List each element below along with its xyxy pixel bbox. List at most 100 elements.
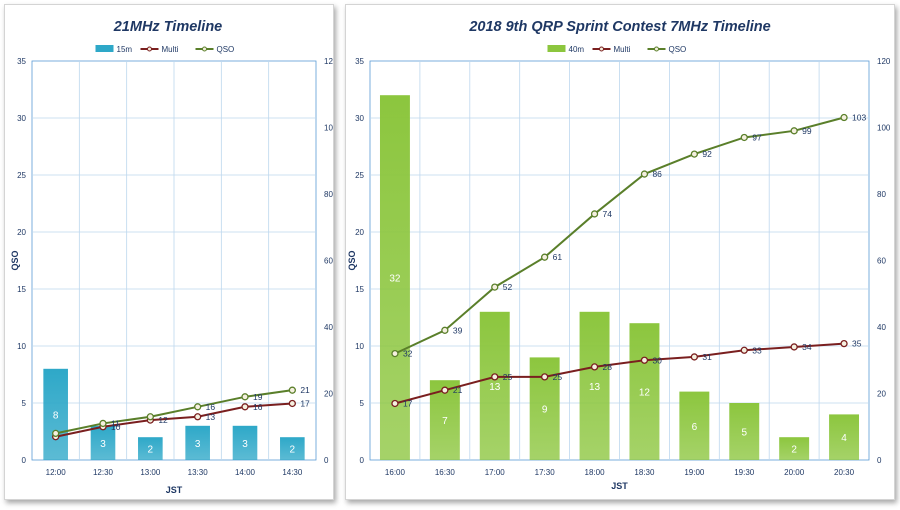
y2-tick-label: 80 [324, 190, 333, 199]
y2-tick-label: 80 [877, 190, 886, 199]
x-tick-label: 14:00 [235, 468, 256, 477]
bar-15m [90, 425, 116, 460]
x-tick-label: 19:00 [684, 468, 705, 477]
point-data-label: 21 [453, 385, 463, 395]
x-tick-label: 14:30 [282, 468, 303, 477]
x-tick-label: 16:30 [435, 468, 456, 477]
legend-item-15m: 15m [95, 45, 132, 54]
point-data-label: 86 [652, 169, 662, 179]
point-qso [840, 113, 848, 122]
x-tick-label: 13:30 [188, 468, 209, 477]
point-multi [391, 399, 399, 408]
bar-40m [779, 437, 810, 460]
bar-data-label: 2 [290, 445, 296, 456]
point-data-label: 28 [603, 362, 613, 372]
chart-panel-21mhz: 21MHz Timeline 0 5 10 15 20 25 30 35 0 20 40 60 80 100… [4, 4, 334, 500]
bar-data-label: 9 [542, 405, 548, 416]
y2-tick-label: 60 [324, 257, 333, 266]
y-tick-label: 10 [355, 342, 364, 351]
bar-data-label: 6 [692, 422, 698, 433]
point-data-label: 12 [158, 415, 168, 425]
point-data-label: 31 [702, 352, 712, 362]
point-data-label: 25 [553, 372, 563, 382]
legend-label: 40m [569, 45, 585, 54]
x-tick-label: 12:30 [93, 468, 114, 477]
point-data-label: 10 [111, 422, 121, 432]
y2-tick-label: 60 [877, 257, 886, 266]
point-qso [690, 150, 699, 158]
point-multi [288, 399, 296, 408]
y-tick-label: 25 [355, 171, 364, 180]
point-data-label: 11 [111, 418, 120, 428]
y-tick-label: 5 [22, 399, 27, 408]
bar-40m [629, 323, 660, 460]
y-axis-label: QSO [10, 250, 20, 270]
point-data-label: 32 [403, 349, 413, 359]
point-qso [640, 170, 649, 178]
bar-data-label: 3 [242, 439, 248, 450]
point-qso [790, 127, 798, 135]
y-tick-label: 0 [360, 456, 365, 465]
y-tick-label: 30 [355, 114, 364, 123]
chart-title: 2018 9th QRP Sprint Contest 7MHz Timelin… [468, 19, 770, 35]
y-tick-label: 30 [17, 114, 26, 123]
y-axis-label: QSO [347, 250, 357, 270]
point-multi [690, 353, 699, 361]
point-multi [491, 373, 499, 381]
y2-tick-label: 20 [877, 390, 886, 399]
chart-7mhz-timeline: 2018 9th QRP Sprint Contest 7MHz Timelin… [347, 19, 891, 491]
y-tick-label: 0 [22, 456, 27, 465]
x-tick-label: 17:30 [535, 468, 556, 477]
bar-40m [379, 95, 410, 460]
x-tick-label: 17:00 [485, 468, 506, 477]
bar-40m [729, 403, 760, 460]
bar-data-label: 8 [53, 410, 59, 421]
bar-15m [280, 437, 305, 460]
x-tick-label: 13:00 [140, 468, 161, 477]
legend-item-qso: QSO [195, 45, 234, 54]
x-axis-label: JST [611, 481, 628, 491]
bar-40m [479, 311, 510, 460]
point-data-label: 13 [206, 412, 216, 422]
point-data-label: 103 [852, 113, 866, 123]
point-qso [241, 393, 249, 401]
point-multi [790, 343, 798, 351]
legend-item-multi: Multi [592, 45, 631, 54]
bar-data-label: 3 [195, 439, 201, 450]
point-data-label: 74 [603, 209, 613, 219]
line-multi [55, 402, 293, 438]
x-tick-label: 20:30 [834, 468, 855, 477]
point-data-label: 35 [852, 339, 862, 349]
point-data-label: 97 [752, 132, 762, 142]
y-tick-label: 20 [17, 228, 26, 237]
legend-marker [654, 46, 659, 52]
point-qso [194, 403, 202, 411]
y2-tick-label: 120 [324, 57, 333, 66]
y-tick-label: 5 [360, 399, 365, 408]
y2-tick-label: 100 [877, 124, 891, 133]
legend-item-multi: Multi [140, 45, 179, 54]
point-multi [540, 373, 549, 381]
point-data-label: 16 [206, 402, 216, 412]
line-qso [55, 389, 293, 435]
y2-tick-label: 40 [877, 323, 886, 332]
y-tick-label: 10 [17, 342, 26, 351]
point-data-label: 99 [802, 126, 812, 136]
point-qso [146, 413, 154, 421]
point-data-label: 21 [300, 385, 310, 395]
point-data-label: 17 [403, 398, 413, 408]
bar-15m [138, 437, 163, 460]
point-qso [540, 253, 549, 261]
point-multi [590, 363, 599, 371]
bar-40m [579, 311, 610, 460]
point-multi [640, 356, 649, 364]
point-multi [194, 413, 202, 421]
x-axis-label: JST [166, 485, 183, 495]
bar-data-label: 3 [100, 439, 106, 450]
y2-tick-label: 120 [877, 57, 891, 66]
point-qso [740, 133, 748, 142]
point-qso [491, 283, 499, 291]
legend-marker [599, 46, 604, 52]
legend-marker [147, 46, 152, 52]
bar-data-label: 7 [442, 416, 448, 427]
